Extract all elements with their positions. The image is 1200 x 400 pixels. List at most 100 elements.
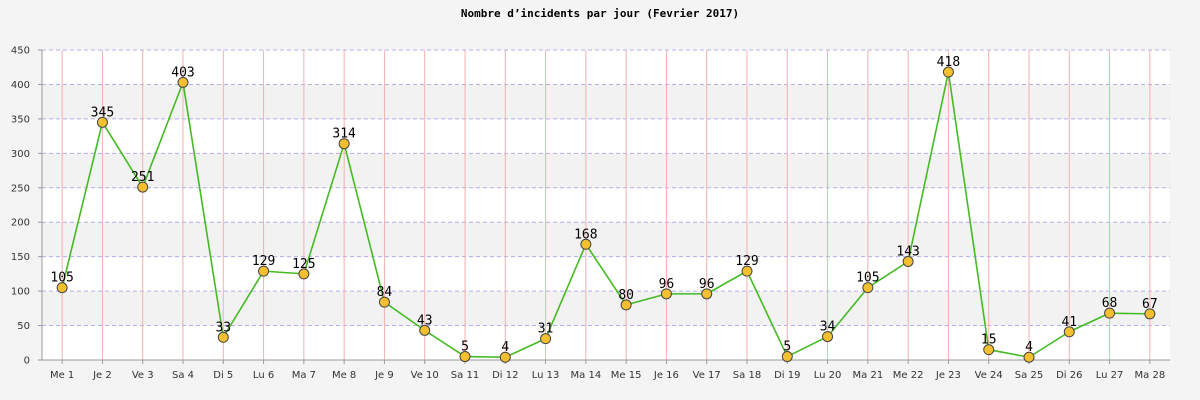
- plot-band: [42, 222, 1170, 257]
- data-label: 251: [131, 170, 154, 185]
- y-tick-label: 450: [11, 46, 30, 57]
- data-point: [419, 324, 431, 336]
- x-tick-label: Ma 28: [1135, 370, 1166, 381]
- data-point: [902, 255, 914, 267]
- y-tick-label: 250: [11, 183, 30, 194]
- y-axis-ticks: 0 50 100 150 200 250 300 350 400 450: [11, 46, 42, 367]
- horizontal-gridlines: [42, 49, 1170, 327]
- data-point: [822, 331, 834, 343]
- data-label: 43: [417, 313, 433, 328]
- data-label: 67: [1142, 297, 1158, 312]
- x-tick-label: Di 12: [492, 370, 518, 381]
- x-tick-label: Me 15: [611, 370, 642, 381]
- data-label: 84: [377, 285, 393, 300]
- plot-band: [42, 187, 1170, 223]
- data-label: 4: [501, 340, 509, 355]
- data-label: 34: [820, 320, 836, 335]
- data-label: 105: [856, 271, 879, 286]
- x-tick-label: Sa 4: [172, 370, 194, 381]
- x-tick-label: Me 8: [332, 370, 356, 381]
- x-tick-label: Ve 24: [975, 370, 1003, 381]
- data-point: [56, 282, 68, 294]
- data-point: [96, 116, 108, 128]
- data-label: 33: [215, 320, 231, 335]
- x-tick-label: Je 16: [653, 370, 679, 381]
- data-label: 403: [171, 65, 194, 80]
- data-label: 96: [659, 277, 675, 292]
- x-tick-label: Lu 6: [253, 370, 274, 381]
- x-tick-label: Ma 7: [292, 370, 316, 381]
- data-point: [741, 265, 753, 277]
- x-tick-label: Je 9: [374, 370, 394, 381]
- data-point: [781, 351, 793, 363]
- data-label: 143: [896, 244, 919, 259]
- x-tick-label: Me 1: [50, 370, 74, 381]
- data-point: [1104, 307, 1116, 319]
- chart-title: Nombre d’incidents par jour (Fevrier 201…: [461, 7, 739, 20]
- data-series: [56, 66, 1156, 363]
- x-tick-label: Sa 18: [733, 370, 761, 381]
- plot-band: [42, 50, 1170, 85]
- data-point: [298, 268, 310, 280]
- data-point: [137, 181, 149, 193]
- data-label: 125: [292, 257, 315, 272]
- data-label: 129: [252, 254, 275, 269]
- data-point: [1063, 326, 1075, 338]
- x-tick-label: Lu 13: [532, 370, 560, 381]
- y-tick-label: 200: [11, 218, 30, 229]
- y-tick-label: 0: [24, 356, 30, 367]
- x-tick-label: Ve 10: [411, 370, 439, 381]
- x-tick-label: Me 22: [893, 370, 924, 381]
- plot-band: [42, 325, 1170, 360]
- data-label: 41: [1061, 315, 1077, 330]
- data-point: [217, 331, 229, 343]
- plot-band: [42, 118, 1170, 154]
- x-tick-label: Di 26: [1056, 370, 1082, 381]
- data-label: 5: [461, 340, 469, 355]
- axes: [41, 50, 1170, 361]
- data-label: 129: [735, 254, 758, 269]
- y-tick-label: 400: [11, 80, 30, 91]
- x-tick-label: Ma 14: [571, 370, 602, 381]
- x-tick-label: Ve 17: [693, 370, 721, 381]
- data-label: 5: [783, 340, 791, 355]
- data-label: 168: [574, 227, 597, 242]
- y-tick-label: 50: [17, 321, 30, 332]
- x-tick-label: Je 2: [92, 370, 112, 381]
- plot-band: [42, 291, 1170, 326]
- data-point: [499, 351, 511, 363]
- x-tick-label: Je 23: [935, 370, 961, 381]
- data-point: [177, 76, 189, 88]
- data-point: [983, 344, 995, 356]
- x-tick-label: Di 5: [213, 370, 233, 381]
- data-point: [942, 66, 954, 78]
- x-axis-ticks: Me 1 Je 2 Ve 3 Sa 4 Di 5 Lu 6 Ma 7 Me 8 Je 9 Ve 1…: [50, 360, 1165, 381]
- data-label: 418: [937, 55, 960, 70]
- data-label: 15: [981, 333, 997, 348]
- x-tick-label: Ma 21: [853, 370, 884, 381]
- plot-band: [42, 153, 1170, 188]
- data-point: [378, 296, 390, 308]
- data-label: 314: [332, 127, 356, 142]
- y-tick-label: 100: [11, 287, 30, 298]
- x-tick-label: Lu 27: [1096, 370, 1124, 381]
- plot-band: [42, 84, 1170, 119]
- data-point: [660, 288, 672, 300]
- data-label: 96: [699, 277, 715, 292]
- data-label: 105: [50, 271, 73, 286]
- data-label: 345: [91, 105, 114, 120]
- y-tick-label: 300: [11, 149, 30, 160]
- data-point: [620, 299, 632, 311]
- data-label: 31: [538, 322, 554, 337]
- data-label: 80: [618, 288, 634, 303]
- data-point: [338, 138, 350, 150]
- data-point: [540, 333, 552, 345]
- data-point: [701, 288, 713, 300]
- x-tick-label: Di 19: [774, 370, 800, 381]
- data-label: 68: [1102, 296, 1118, 311]
- data-label: 4: [1025, 340, 1033, 355]
- y-tick-label: 150: [11, 252, 30, 263]
